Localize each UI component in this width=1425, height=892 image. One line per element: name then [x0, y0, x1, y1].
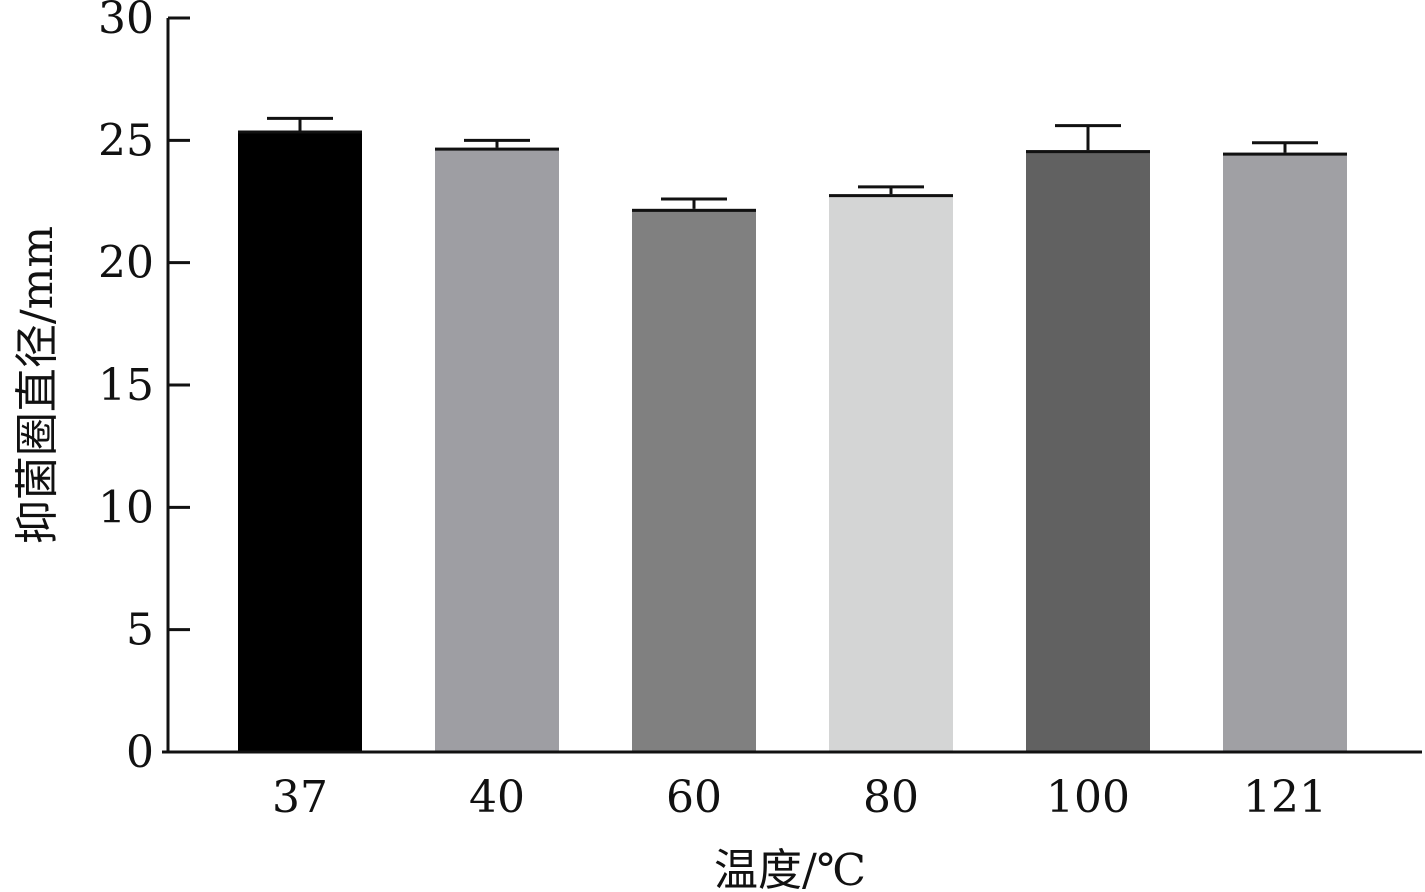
y-tick-label-0: 0	[126, 727, 154, 778]
x-tick-label-37: 37	[272, 772, 328, 823]
axes-layer	[162, 16, 1422, 754]
x-tick-label-60: 60	[666, 772, 722, 823]
y-tick-label-25: 25	[98, 115, 154, 166]
bars-layer	[238, 130, 1347, 753]
y-tick-label-15: 15	[98, 360, 154, 411]
bar-40	[435, 147, 559, 752]
y-tick-label-20: 20	[98, 238, 154, 289]
x-axis-title: 温度/℃	[714, 845, 866, 892]
error-bars-layer	[267, 116, 1318, 209]
bar-60	[632, 208, 756, 753]
y-axis-title: 抑菌圈直径/mm	[12, 226, 63, 544]
bar-37	[238, 130, 362, 753]
bar-121	[1223, 152, 1347, 753]
x-tick-label-80: 80	[863, 772, 919, 823]
y-tick-label-30: 30	[98, 0, 154, 44]
labels-layer: 37 40 60 80 100 121 0 5 10 15 20 25 30	[98, 0, 1327, 823]
x-tick-label-40: 40	[469, 772, 525, 823]
bar-100	[1026, 150, 1150, 752]
bar-80	[829, 194, 953, 752]
x-tick-label-121: 121	[1243, 772, 1327, 823]
x-tick-label-100: 100	[1046, 772, 1130, 823]
y-tick-label-10: 10	[98, 482, 154, 533]
y-tick-label-5: 5	[126, 605, 154, 656]
